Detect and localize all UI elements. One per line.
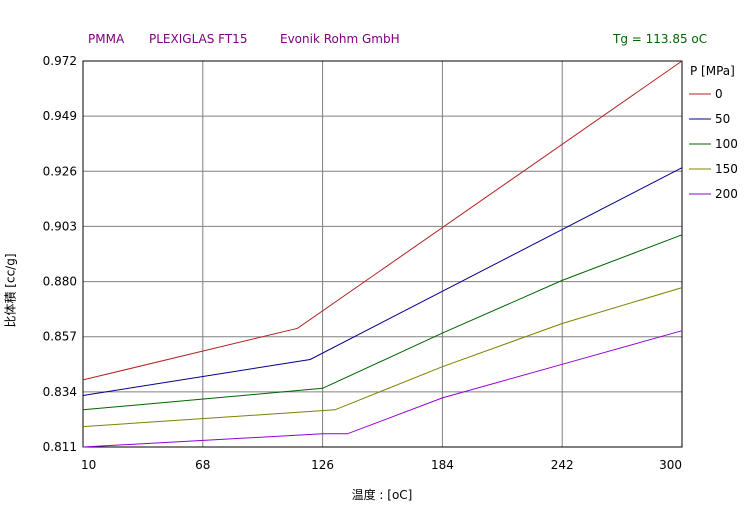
series-line-200 xyxy=(82,330,683,448)
legend-label-200: 200 xyxy=(715,187,738,201)
series-line-100 xyxy=(82,234,683,411)
grade-label: PLEXIGLAS FT15 xyxy=(149,32,248,46)
maker-label: Evonik Rohm GmbH xyxy=(280,32,400,46)
x-tick-label: 242 xyxy=(551,458,574,472)
legend-label-100: 100 xyxy=(715,137,738,151)
y-tick-label: 0.811 xyxy=(43,440,77,454)
series-group xyxy=(82,60,683,448)
y-tick-label: 0.857 xyxy=(43,330,77,344)
y-tick-label: 0.880 xyxy=(43,275,77,289)
y-tick-label: 0.949 xyxy=(43,109,77,123)
y-tick-label: 0.834 xyxy=(43,385,77,399)
plot-frame xyxy=(82,60,683,448)
x-tick-label: 126 xyxy=(311,458,334,472)
legend-label-50: 50 xyxy=(715,112,730,126)
series-line-150 xyxy=(82,287,683,428)
x-tick-label: 184 xyxy=(431,458,454,472)
legend-label-150: 150 xyxy=(715,162,738,176)
y-tick-label: 0.903 xyxy=(43,219,77,233)
y-axis-label: 比体積 [cc/g] xyxy=(3,253,18,328)
y-tick-label: 0.926 xyxy=(43,164,77,178)
x-axis-label: 温度 : [oC] xyxy=(351,488,413,502)
series-line-0 xyxy=(82,60,683,381)
legend-label-0: 0 xyxy=(715,87,723,101)
y-tick-label: 0.972 xyxy=(43,54,77,68)
material-label: PMMA xyxy=(88,32,125,46)
x-tick-labels: 10 68 126 184 242 300 xyxy=(81,458,682,472)
x-tick-label: 300 xyxy=(659,458,682,472)
tg-label: Tg = 113.85 oC xyxy=(613,32,708,46)
series-line-50 xyxy=(82,167,683,396)
x-tick-label: 10 xyxy=(81,458,96,472)
grid-lines xyxy=(82,60,683,448)
x-tick-label: 68 xyxy=(195,458,210,472)
legend: P [MPa] 0 50 100 150 200 xyxy=(689,64,738,201)
y-tick-labels: 0.811 0.834 0.857 0.880 0.903 0.926 0.949 0.972 xyxy=(43,54,77,454)
legend-title: P [MPa] xyxy=(690,64,735,78)
